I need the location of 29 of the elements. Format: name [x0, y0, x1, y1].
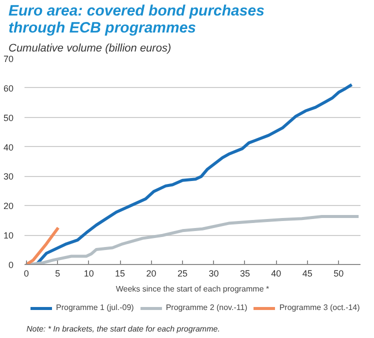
x-tick-label: 45 [302, 268, 312, 278]
chart-title: Euro area: covered bond purchases through ECB programmes [8, 2, 264, 36]
legend-label: Programme 2 (nov.-11) [166, 303, 248, 312]
line-series [34, 83, 354, 264]
y-tick-label: 60 [3, 83, 14, 94]
y-tick-label: 0 [8, 260, 14, 270]
x-tick-label: 35 [240, 268, 250, 278]
y-tick-label: 70 [3, 54, 14, 64]
text: Note: * In brackets, the start date for each programme. [26, 324, 220, 334]
x-tick-label: 15 [115, 268, 126, 278]
x-tick-label: 10 [84, 268, 94, 278]
x-tick-label: 25 [178, 268, 188, 278]
y-tick-label: 50 [3, 112, 14, 123]
y-tick-label: 20 [3, 201, 14, 212]
chart-subtitle: Cumulative volume (billion euros) [8, 42, 172, 54]
x-tick-label: 20 [146, 268, 156, 278]
legend-label: Programme 1 (jul.-09) [56, 303, 134, 312]
legend-label: Programme 3 (oct.-14) [279, 303, 360, 312]
x-tick-label: 5 [55, 268, 60, 278]
y-tick-label: 10 [3, 230, 14, 241]
x-tick-label: 0 [24, 268, 29, 278]
y-tick-label: 30 [3, 172, 14, 182]
line-series [24, 226, 60, 264]
x-axis-title: Weeks since the start of each programme * [116, 284, 270, 294]
line-series [28, 215, 360, 264]
x-tick-label: 40 [271, 268, 282, 278]
x-tick-label: 30 [208, 268, 219, 278]
x-tick-label: 50 [334, 268, 344, 278]
y-tick-label: 40 [3, 142, 14, 152]
